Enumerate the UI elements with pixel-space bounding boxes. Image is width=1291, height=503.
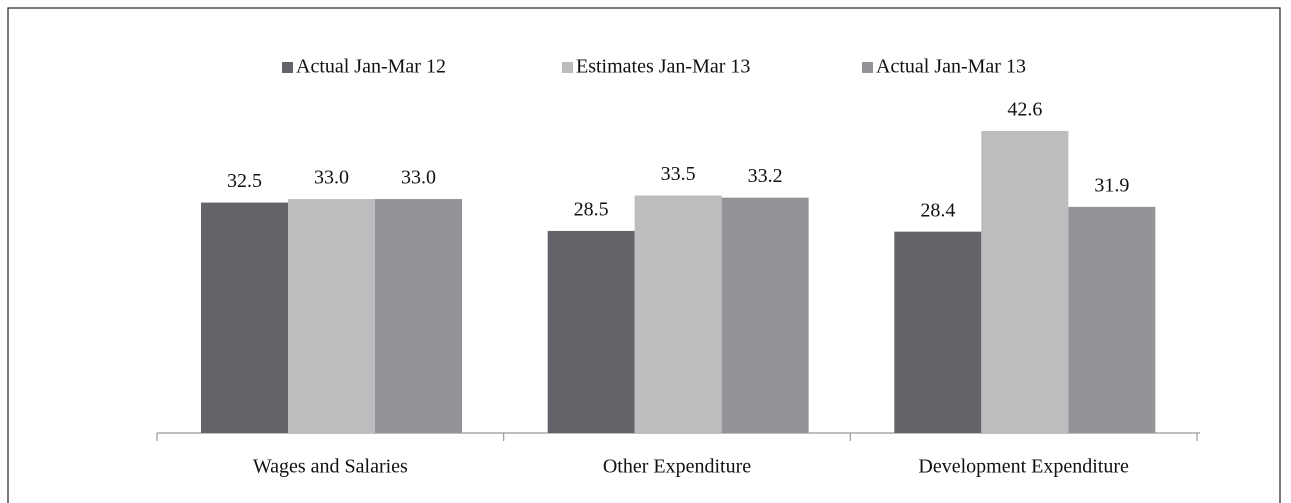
x-tick-label: Wages and Salaries [253,456,408,478]
value-label: 32.5 [227,170,262,192]
bar [721,197,809,433]
bar [201,202,288,433]
value-label: 31.9 [1094,174,1129,196]
value-label: 33.0 [401,167,436,189]
bar [375,199,462,433]
bar [981,131,1069,433]
bar [894,231,982,433]
bar [547,230,635,433]
legend-label: Actual Jan-Mar 12 [296,56,446,78]
bar [634,195,722,433]
x-tick-label: Other Expenditure [603,456,751,478]
value-label: 28.5 [574,199,609,221]
value-label: 42.6 [1007,99,1042,121]
x-tick-label: Development Expenditure [918,456,1129,478]
bar [1068,206,1156,433]
value-label: 33.0 [314,167,349,189]
legend-swatch [282,62,293,73]
legend-label: Actual Jan-Mar 13 [876,56,1026,78]
legend-label: Estimates Jan-Mar 13 [576,56,750,78]
value-label: 28.4 [920,199,955,221]
value-label: 33.2 [748,165,783,187]
bar [288,199,375,433]
value-label: 33.5 [661,163,696,185]
legend-swatch [862,62,873,73]
frame [7,7,1281,503]
legend-swatch [562,62,573,73]
